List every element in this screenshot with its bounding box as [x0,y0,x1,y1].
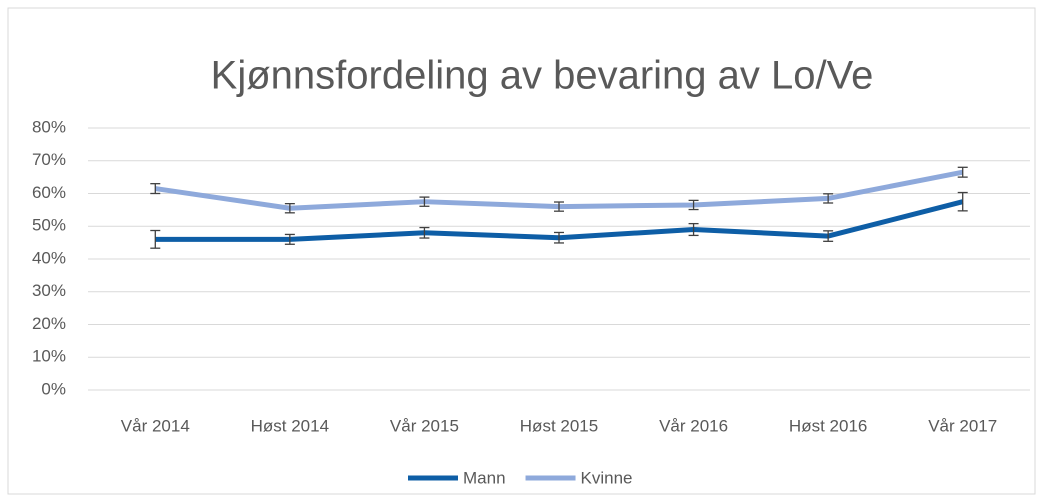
chart-border [7,7,1036,495]
error-bar [150,229,161,249]
x-tick-label: Vår 2016 [659,416,728,435]
y-tick-label: 10% [32,347,66,366]
x-tick-label: Vår 2014 [121,416,190,435]
y-tick-label: 60% [32,183,66,202]
chart-title: Kjønnsfordeling av bevaring av Lo/Ve [211,54,874,98]
x-tick-label: Vår 2017 [928,416,997,435]
x-tick-label: Vår 2015 [390,416,459,435]
error-bar [554,201,564,212]
y-tick-label: 70% [32,150,66,169]
error-bar [688,199,699,211]
x-tick-label: Høst 2015 [520,416,598,435]
error-bar [957,191,968,212]
error-bar [554,231,564,244]
x-tick-label: Høst 2016 [789,416,867,435]
legend-label: Kvinne [581,468,633,487]
error-bar [150,183,161,195]
error-bar [823,193,834,204]
y-tick-label: 50% [32,216,66,235]
error-bar [284,203,295,214]
error-bar [284,233,295,245]
error-bar [688,222,699,237]
error-bar [823,230,834,242]
y-tick-label: 20% [32,314,66,333]
y-tick-label: 80% [32,117,66,136]
error-bar [419,196,430,207]
y-tick-label: 40% [32,248,66,267]
x-tick-label: Høst 2014 [251,416,329,435]
y-tick-label: 30% [32,281,66,300]
error-bar [419,226,430,239]
error-bar [957,166,968,178]
y-tick-label: 0% [41,379,66,398]
legend-label: Mann [463,468,506,487]
